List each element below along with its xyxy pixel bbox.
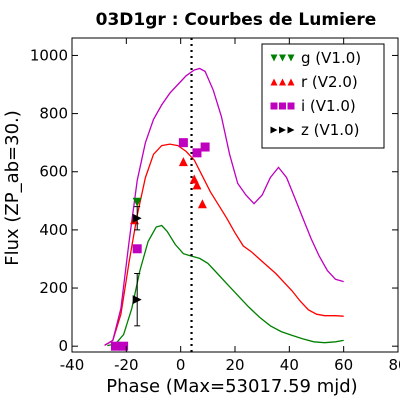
data-point: [192, 148, 202, 158]
data-point: [178, 157, 188, 167]
legend-marker: [279, 126, 286, 134]
data-point: [132, 295, 142, 305]
x-tick-label: 60: [334, 356, 353, 374]
series-curve: [104, 67, 344, 346]
x-tick-label: 20: [225, 356, 244, 374]
points-layer: [110, 138, 210, 351]
legend-marker: [270, 126, 278, 134]
data-point: [192, 180, 202, 190]
data-point: [197, 199, 207, 209]
y-tick-label: 400: [39, 221, 68, 239]
legend-label: i (V1.0): [301, 97, 356, 115]
legend-marker: [287, 126, 295, 134]
x-tick-label: -20: [114, 356, 139, 374]
legend: g (V1.0) r (V2.0) i (V1.0) z (V1.0): [261, 43, 385, 149]
legend-label: g (V1.0): [301, 49, 361, 67]
y-tick-label: 600: [39, 163, 68, 181]
data-point: [132, 244, 142, 254]
data-point: [132, 197, 142, 207]
legend-marker: [287, 102, 295, 110]
x-tick-label: -40: [60, 356, 85, 374]
data-point: [200, 142, 210, 152]
y-axis-label: Flux (ZP_ab=30.): [2, 110, 23, 266]
data-point: [178, 138, 188, 148]
x-tick-label: 40: [280, 356, 299, 374]
chart-title: 03D1gr : Courbes de Lumiere: [96, 10, 377, 30]
legend-marker: [287, 78, 295, 86]
y-tick-label: 800: [39, 105, 68, 123]
legend-marker: [270, 54, 278, 62]
legend-marker: [279, 78, 286, 86]
legend-label: z (V1.0): [301, 121, 359, 139]
x-tick-label: 0: [176, 356, 186, 374]
data-point: [119, 341, 129, 351]
x-axis-label: Phase (Max=53017.59 mjd): [106, 376, 357, 397]
legend-marker: [279, 54, 286, 62]
curves-layer: [104, 67, 344, 347]
legend-label: r (V2.0): [301, 73, 358, 91]
series-curve: [104, 143, 344, 346]
x-tick-label: 80: [388, 356, 400, 374]
y-tick-label: 200: [39, 279, 68, 297]
axis-ticks: -40-2002040608002004006008001000: [30, 38, 400, 374]
legend-marker: [270, 78, 278, 86]
legend-marker: [287, 54, 295, 62]
series-curve: [107, 224, 344, 347]
legend-marker: [270, 102, 278, 110]
y-tick-label: 0: [58, 337, 68, 355]
data-point: [132, 213, 142, 223]
legend-marker: [279, 102, 286, 110]
y-tick-label: 1000: [30, 46, 68, 64]
data-point: [110, 341, 120, 351]
